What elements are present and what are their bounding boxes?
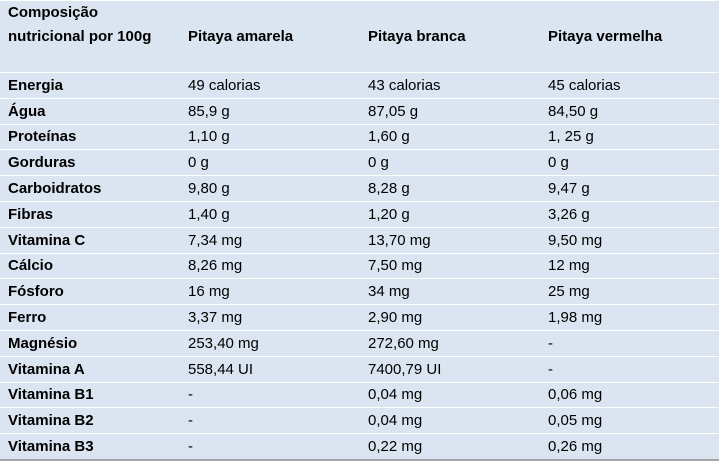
table-cell: 7,50 mg [360,252,540,279]
table-cell: 1,10 g [180,123,360,150]
table-row: Vitamina B1-0,04 mg 0,06 mg [0,381,719,408]
row-label: Ferro [0,304,180,331]
row-label: Água [0,97,180,125]
table-cell: 9,47 g [540,175,719,202]
table-row: Vitamina A 558,44 UI 7400,79 UI - [0,355,719,383]
header-cell: Pitaya amarela [180,0,360,73]
row-label: Proteínas [0,123,180,150]
table-cell: 7400,79 UI [360,355,540,383]
table-cell: 3,37 mg [180,304,360,331]
row-label: Fósforo [0,278,180,305]
table-row: Fósforo 16 mg 34 mg 25 mg [0,278,719,305]
table-cell: 0,06 mg [540,381,719,408]
table-cell: - [540,355,719,383]
table-cell: 0,05 mg [540,407,719,434]
header-cell: Composição nutricional por 100g [0,0,180,73]
table-cell: 87,05 g [360,97,540,125]
table-cell: 1,40 g [180,200,360,228]
table-cell: 45 calorias [540,72,719,99]
table-cell: 13,70 mg [360,226,540,254]
table-cell: - [180,381,360,408]
table-row: Proteínas 1,10 g 1,60 g 1, 25 g [0,123,719,150]
table-header: Composição nutricional por 100g Pitaya am… [0,0,719,73]
table-cell: - [540,329,719,357]
table-cell: 0 g [360,149,540,176]
table-cell: 0 g [180,149,360,176]
header-cell: Pitaya branca [360,0,540,73]
table-cell: 34 mg [360,278,540,305]
table-cell: 558,44 UI [180,355,360,383]
table-row: Vitamina B3-0,22 mg 0,26 mg [0,433,719,460]
table-row: Água 85,9 g 87,05 g 84,50 g [0,97,719,125]
table-row: Vitamina C 7,34 mg 13,70 mg 9,50 mg [0,226,719,254]
table-cell: - [180,433,360,460]
table-cell: 272,60 mg [360,329,540,357]
table-cell: 0,26 mg [540,433,719,460]
table-row: Fibras 1,40 g 1,20 g 3,26 g [0,200,719,228]
table-cell: 0 g [540,149,719,176]
table-cell: 16 mg [180,278,360,305]
table-cell: - [180,407,360,434]
row-label: Vitamina B2 [0,407,180,434]
row-label: Gorduras [0,149,180,176]
table-cell: 1,98 mg [540,304,719,331]
table-cell: 85,9 g [180,97,360,125]
table-cell: 0,04 mg [360,381,540,408]
row-label: Energia [0,72,180,99]
table-cell: 43 calorias [360,72,540,99]
table-row: Cálcio 8,26 mg 7,50 mg 12 mg [0,252,719,279]
table-cell: 8,26 mg [180,252,360,279]
table-cell: 9,80 g [180,175,360,202]
row-label: Magnésio [0,329,180,357]
table-cell: 0,04 mg [360,407,540,434]
row-label: Carboidratos [0,175,180,202]
table-row: Magnésio 253,40 mg 272,60 mg - [0,329,719,357]
row-label: Vitamina B1 [0,381,180,408]
table-cell: 25 mg [540,278,719,305]
table-cell: 2,90 mg [360,304,540,331]
table-cell: 8,28 g [360,175,540,202]
table-body: Energia 49 calorias 43 calorias 45 calorias… [0,72,719,460]
table-row: Energia 49 calorias 43 calorias 45 calorias [0,72,719,99]
table-cell: 84,50 g [540,97,719,125]
table-cell: 7,34 mg [180,226,360,254]
table-cell: 1,60 g [360,123,540,150]
table-row: Carboidratos 9,80 g 8,28 g 9,47 g [0,175,719,202]
table-cell: 1, 25 g [540,123,719,150]
table-row: Vitamina B2-0,04 mg 0,05 mg [0,407,719,434]
table-cell: 49 calorias [180,72,360,99]
row-label: Vitamina B3 [0,433,180,460]
table-cell: 253,40 mg [180,329,360,357]
table-cell: 0,22 mg [360,433,540,460]
table-cell: 3,26 g [540,200,719,228]
header-cell: Pitaya vermelha [540,0,719,73]
table-cell: 9,50 mg [540,226,719,254]
table-cell: 12 mg [540,252,719,279]
row-label: Vitamina A [0,355,180,383]
table-cell: 1,20 g [360,200,540,228]
row-label: Fibras [0,200,180,228]
header-row: Composição nutricional por 100g Pitaya am… [0,0,719,73]
row-label: Vitamina C [0,226,180,254]
row-label: Cálcio [0,252,180,279]
table-row: Ferro 3,37 mg 2,90 mg 1,98 mg [0,304,719,331]
